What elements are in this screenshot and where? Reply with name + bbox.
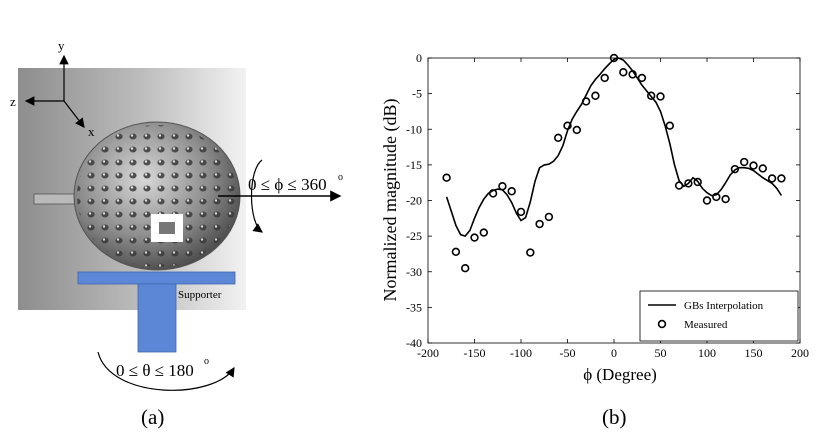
x-tick-label: 50 bbox=[655, 346, 667, 360]
measured-point bbox=[693, 177, 702, 187]
axis-y-label: y bbox=[58, 38, 65, 53]
measured-point bbox=[526, 248, 535, 257]
x-axis-label: ϕ (Degree) bbox=[583, 365, 657, 384]
theta-range-label: 0 ≤ θ ≤ 180 bbox=[116, 361, 194, 380]
measured-point bbox=[684, 179, 693, 188]
legend: GBs Interpolation Measured bbox=[639, 290, 799, 342]
legend-box bbox=[639, 290, 799, 342]
y-tick-label: -15 bbox=[406, 158, 422, 172]
measured-point bbox=[730, 164, 740, 174]
measured-point bbox=[544, 212, 554, 222]
y-tick-label: 0 bbox=[416, 51, 422, 65]
y-tick-label: -5 bbox=[412, 87, 422, 101]
legend-marker-swatch bbox=[657, 319, 667, 329]
measured-point bbox=[470, 233, 479, 242]
measured-point bbox=[749, 161, 758, 170]
measured-point bbox=[665, 121, 674, 130]
y-tick-label: -20 bbox=[406, 194, 422, 208]
y-tick-label: -40 bbox=[406, 336, 422, 350]
panel-a-caption: (a) bbox=[141, 405, 164, 429]
coordinate-axes bbox=[24, 54, 85, 128]
y-ticks: 0 -5 -10 -15 -20 -25 -30 -35 -40 bbox=[406, 51, 800, 350]
measured-point bbox=[516, 207, 526, 217]
measured-point bbox=[777, 174, 786, 183]
measured-point bbox=[656, 92, 665, 101]
theta-degree-mark: o bbox=[204, 356, 209, 367]
x-tick-label: 0 bbox=[611, 346, 617, 360]
measured-point bbox=[451, 247, 461, 257]
y-tick-label: -35 bbox=[406, 300, 422, 314]
panel-a: Supporter y z x 0 ≤ ϕ ≤ 360 o 0 ≤ θ ≤ 18… bbox=[10, 38, 343, 429]
x-tick-label: 100 bbox=[698, 346, 716, 360]
measured-point bbox=[535, 219, 544, 229]
measured-point bbox=[674, 181, 684, 190]
measured-point bbox=[591, 91, 600, 100]
measured-point bbox=[609, 53, 619, 63]
measured-point bbox=[507, 187, 516, 196]
measured-point bbox=[581, 97, 591, 106]
measured-point bbox=[479, 228, 488, 237]
x-tick-label: -100 bbox=[510, 346, 532, 360]
legend-label-gbs: GBs Interpolation bbox=[684, 300, 764, 312]
measured-point bbox=[767, 174, 777, 183]
measured-point bbox=[758, 164, 767, 173]
theta-rotation-arrow bbox=[97, 351, 235, 391]
panel-b-caption: (b) bbox=[602, 405, 627, 429]
y-tick-label: -25 bbox=[406, 229, 422, 243]
measured-point bbox=[572, 125, 581, 135]
x-tick-label: -50 bbox=[560, 346, 576, 360]
y-tick-label: -30 bbox=[406, 265, 422, 279]
x-axis-arrow bbox=[63, 100, 85, 128]
phi-rotation-arrow bbox=[250, 159, 263, 233]
measured-point bbox=[488, 189, 498, 198]
phi-range-label: 0 ≤ ϕ ≤ 360 bbox=[248, 175, 327, 194]
measured-point bbox=[637, 73, 647, 83]
panel-b: 0 -5 -10 -15 -20 -25 -30 -35 -40 -200 -150 -100 -50… bbox=[380, 51, 809, 429]
measured-point bbox=[553, 133, 563, 143]
legend-label-measured: Measured bbox=[684, 319, 728, 331]
series-gbs-interpolation-line bbox=[445, 57, 783, 238]
x-tick-label: -200 bbox=[417, 346, 439, 360]
x-tick-label: 200 bbox=[791, 346, 809, 360]
supporter-stem bbox=[137, 283, 177, 353]
supporter-label: Supporter bbox=[178, 289, 222, 301]
measured-point bbox=[628, 70, 637, 79]
measured-point bbox=[461, 263, 470, 273]
measured-point bbox=[712, 192, 721, 202]
supporter-top bbox=[77, 271, 236, 285]
measured-point bbox=[600, 73, 609, 83]
x-tick-label: 150 bbox=[745, 346, 763, 360]
measured-point bbox=[619, 68, 628, 77]
y-tick-label: -10 bbox=[406, 122, 422, 136]
y-axis-label: Normalized magnitude (dB) bbox=[380, 99, 401, 302]
x-ticks: -200 -150 -100 -50 0 50 100 150 200 bbox=[417, 58, 809, 360]
measured-point bbox=[563, 121, 572, 130]
measured-point bbox=[739, 157, 749, 167]
spiky-sphere bbox=[73, 121, 241, 271]
axis-z-label: z bbox=[10, 94, 16, 109]
x-tick-label: -150 bbox=[464, 346, 486, 360]
axis-x-label: x bbox=[88, 124, 95, 139]
measured-point bbox=[646, 91, 656, 100]
measured-point bbox=[702, 196, 712, 205]
measured-point bbox=[442, 173, 451, 182]
measured-point bbox=[498, 182, 507, 191]
phi-degree-mark: o bbox=[338, 172, 343, 183]
measured-point bbox=[721, 194, 730, 204]
series-measured-markers bbox=[442, 53, 786, 273]
